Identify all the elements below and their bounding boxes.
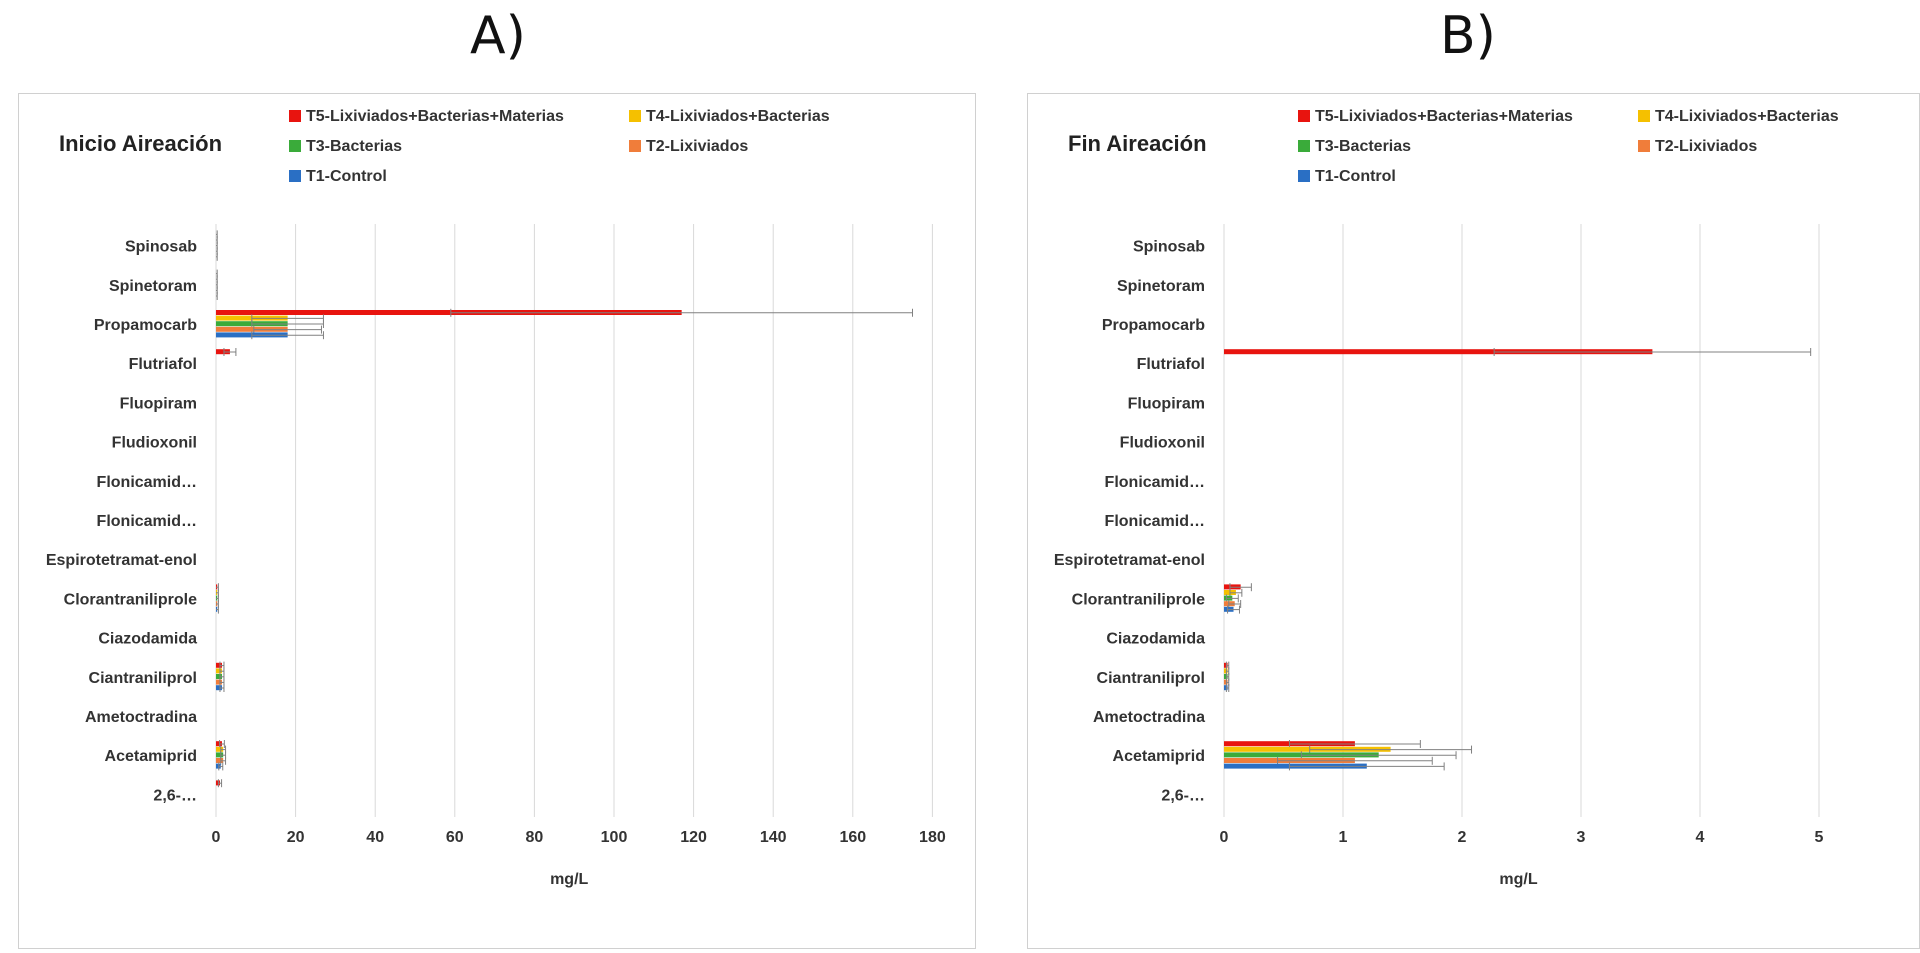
legend-label-t1: T1-Control [306,168,387,185]
bar-t5 [216,349,230,355]
bar-t5 [1224,662,1228,668]
x-tick-label: 140 [760,829,787,846]
x-tick-label: 4 [1696,829,1705,846]
legend-swatch-t2 [629,140,641,152]
legend-swatch-t5 [289,110,301,122]
legend-label-t4: T4-Lixiviados+Bacterias [646,108,830,125]
x-tick-label: 120 [680,829,707,846]
x-tick-label: 100 [601,829,628,846]
category-label: Ciazodamida [1106,631,1205,648]
category-label: Clorantraniliprole [1072,591,1205,608]
category-label: Flutriafol [129,356,197,373]
category-label: Ciantraniliprol [89,670,197,687]
category-label: Fludioxonil [112,435,197,452]
x-tick-label: 5 [1815,829,1824,846]
category-label: Spinosab [1133,239,1205,256]
chart-fin-aireacion: Fin Aireación T5-Lixiviados+Bacterias+Mat… [1054,108,1839,888]
bar-t2 [216,758,224,763]
legend-label-t2: T2-Lixiviados [1655,138,1757,155]
bar-t3 [216,752,224,758]
legend-swatch-t5 [1298,110,1310,122]
bar-t5 [216,741,222,747]
legend-swatch-t3 [1298,140,1310,152]
bar-t5 [1224,349,1653,355]
category-label: Clorantraniliprole [64,591,197,608]
category-label: Spinosab [125,239,197,256]
legend-swatch-t1 [1298,170,1310,182]
chart-panel-a: Inicio Aireación T5-Lixiviados+Bacterias+… [18,93,976,949]
category-label: Acetamiprid [1113,748,1205,765]
chart-title: Fin Aireación [1068,131,1207,156]
x-axis-label: mg/L [1499,871,1537,888]
bar-t4 [216,668,222,674]
bar-t2 [216,679,222,685]
category-label: Spinetoram [1117,278,1205,295]
category-label: 2,6-… [1161,787,1205,804]
legend-swatch-t4 [629,110,641,122]
category-label: Flonicamid… [97,513,197,530]
bar-t3 [216,674,222,679]
bar-t2 [1224,679,1228,685]
bar-t4 [216,746,224,752]
legend-label-t2: T2-Lixiviados [646,138,748,155]
category-label: Propamocarb [1102,317,1205,334]
category-label: Ametoctradina [85,709,197,726]
x-tick-label: 60 [446,829,464,846]
panel-label-a: A) [470,6,526,66]
x-tick-label: 1 [1339,829,1348,846]
category-label: Fluopiram [1128,395,1205,412]
category-label: Spinetoram [109,278,197,295]
legend-label-t3: T3-Bacterias [1315,138,1411,155]
x-tick-label: 80 [526,829,544,846]
category-label: Propamocarb [94,317,197,334]
legend-swatch-t4 [1638,110,1650,122]
x-tick-label: 0 [1220,829,1229,846]
x-tick-label: 2 [1458,829,1467,846]
bar-t3 [1224,674,1228,679]
x-tick-label: 20 [287,829,305,846]
legend-swatch-t2 [1638,140,1650,152]
bar-t5 [216,310,682,315]
legend-label-t1: T1-Control [1315,168,1396,185]
x-tick-label: 0 [212,829,221,846]
category-label: Flonicamid… [97,474,197,491]
category-label: Fludioxonil [1120,435,1205,452]
chart-inicio-aireacion: Inicio Aireación T5-Lixiviados+Bacterias+… [46,108,946,888]
category-label: Flutriafol [1137,356,1205,373]
bar-t4 [1224,746,1391,752]
legend-label-t5: T5-Lixiviados+Bacterias+Materias [1315,108,1573,125]
bar-t1 [216,685,222,691]
category-label: Flonicamid… [1105,513,1205,530]
category-label: Fluopiram [120,395,197,412]
category-label: Acetamiprid [105,748,197,765]
x-tick-label: 3 [1577,829,1586,846]
category-label: Flonicamid… [1105,474,1205,491]
panel-label-b: B) [1440,6,1496,66]
bar-t2 [216,326,288,332]
x-tick-label: 40 [366,829,384,846]
chart-title: Inicio Aireación [59,131,222,156]
category-label: Espirotetramat-enol [1054,552,1205,569]
legend-swatch-t1 [289,170,301,182]
bar-t4 [1224,668,1228,674]
category-label: Ametoctradina [1093,709,1205,726]
category-label: Espirotetramat-enol [46,552,197,569]
legend-label-t4: T4-Lixiviados+Bacterias [1655,108,1839,125]
chart-panel-b: Fin Aireación T5-Lixiviados+Bacterias+Mat… [1027,93,1920,949]
category-label: Ciazodamida [98,631,197,648]
category-label: 2,6-… [153,787,197,804]
bar-t1 [1224,685,1228,691]
bar-t5 [216,662,222,668]
legend-swatch-t3 [289,140,301,152]
legend-label-t5: T5-Lixiviados+Bacterias+Materias [306,108,564,125]
x-tick-label: 180 [919,829,946,846]
x-axis-label: mg/L [550,871,588,888]
legend-label-t3: T3-Bacterias [306,138,402,155]
category-label: Ciantraniliprol [1097,670,1205,687]
x-tick-label: 160 [839,829,866,846]
